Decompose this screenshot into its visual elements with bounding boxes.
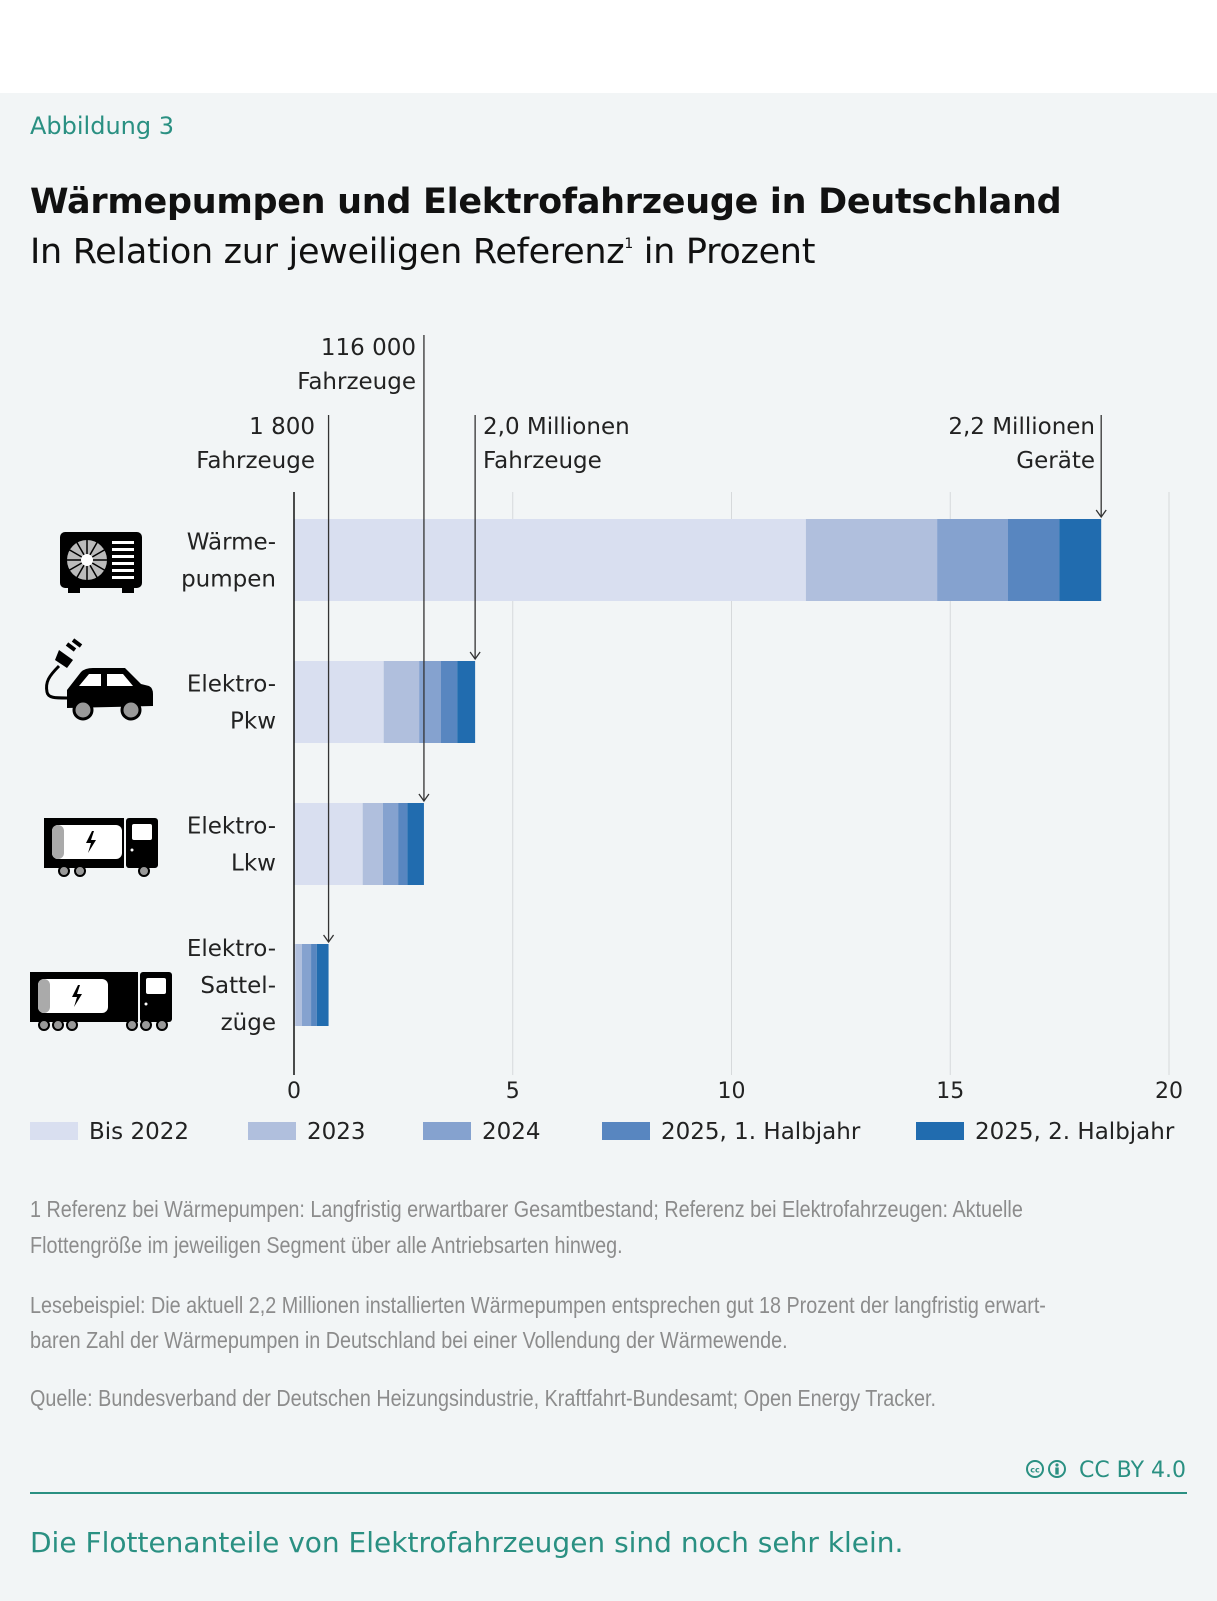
bar-segment — [316, 944, 329, 1026]
bar-segment — [407, 803, 424, 885]
annotation-label: Geräte — [1016, 448, 1095, 474]
x-tick-label: 15 — [936, 1079, 964, 1104]
annotation-label: Fahrzeuge — [196, 448, 315, 474]
footnote-1-line-2: Flottengröße im jeweiligen Segment über … — [30, 1232, 623, 1258]
chart-subtitle: In Relation zur jeweiligen Referenz1 in … — [30, 232, 816, 272]
category-label: Wärme- — [187, 530, 276, 556]
bar-segment — [805, 519, 938, 601]
figure-panel — [0, 93, 1217, 1601]
arrow-down-icon — [469, 651, 481, 661]
legend-label: 2025, 2. Halbjahr — [975, 1119, 1175, 1145]
subtitle-text: In Relation zur jeweiligen Referenz — [30, 232, 625, 272]
category-label: Lkw — [231, 851, 276, 877]
electric-semi-truck-icon — [30, 972, 172, 1031]
x-tick-label: 5 — [506, 1079, 520, 1104]
category-label: Sattel- — [200, 973, 276, 999]
bar-segment — [441, 661, 458, 743]
x-tick-label: 10 — [718, 1079, 746, 1104]
category-label: züge — [221, 1010, 276, 1036]
legend-label: 2023 — [307, 1119, 366, 1145]
legend-swatch — [248, 1122, 296, 1140]
figure-label: Abbildung 3 — [30, 112, 175, 140]
annotation-label: 116 000 — [321, 335, 416, 361]
category-label: Elektro- — [187, 672, 276, 698]
legend-label: 2025, 1. Halbjahr — [661, 1119, 861, 1145]
reading-example-line-2: baren Zahl der Wärmepumpen in Deutschlan… — [30, 1327, 788, 1353]
x-tick-label: 20 — [1155, 1079, 1183, 1104]
bar-segment — [301, 944, 312, 1026]
legend-swatch — [423, 1122, 471, 1140]
bar-segment — [1008, 519, 1060, 601]
takeaway-text: Die Flottenanteile von Elektrofahrzeugen… — [30, 1526, 904, 1559]
bar-segment — [362, 803, 383, 885]
bar-segment — [457, 661, 476, 743]
category-label: pumpen — [181, 567, 276, 593]
bar-segment — [295, 944, 302, 1026]
annotation-label: Fahrzeuge — [297, 369, 416, 395]
bar-segment — [294, 661, 384, 743]
bar-segment — [294, 519, 806, 601]
reading-example-line-1: Lesebeispiel: Die aktuell 2,2 Millionen … — [30, 1292, 1046, 1318]
annotation-label: Fahrzeuge — [483, 448, 602, 474]
heat-pump-icon — [60, 532, 142, 593]
legend-swatch — [602, 1122, 650, 1140]
bar-segment — [311, 944, 317, 1026]
chart-title: Wärmepumpen und Elektrofahrzeuge in Deut… — [30, 182, 1062, 222]
bar-segment — [1059, 519, 1102, 601]
footnote-mark: 1 — [624, 236, 633, 252]
license: cc CC BY 4.0 — [1025, 1458, 1186, 1483]
svg-text:cc: cc — [1030, 1466, 1040, 1475]
arrow-down-icon — [323, 934, 335, 944]
arrow-down-icon — [1095, 509, 1107, 519]
annotation-label: 1 800 — [249, 414, 315, 440]
license-text: CC BY 4.0 — [1078, 1458, 1186, 1483]
legend-label: Bis 2022 — [89, 1119, 189, 1145]
chart: 0 5 10 15 20 Wärme-pumpen Elektro- Pkw Elektro- L… — [30, 335, 1183, 1145]
legend-swatch — [916, 1122, 964, 1140]
x-tick-label: 0 — [287, 1079, 301, 1104]
cc-by-icon: cc — [1025, 1460, 1066, 1478]
footnote-1-line-1: 1 Referenz bei Wärmepumpen: Langfristig … — [30, 1196, 1023, 1222]
electric-car-icon — [45, 638, 153, 721]
bar-segment — [937, 519, 1008, 601]
annotation-label: 2,0 Millionen — [483, 414, 630, 440]
category-label: Pkw — [230, 709, 276, 735]
legend-swatch — [30, 1122, 78, 1140]
bar-segment — [419, 661, 441, 743]
category-label: Elektro- — [187, 936, 276, 962]
electric-truck-icon — [44, 818, 158, 877]
annotation-label: 2,2 Millionen — [948, 414, 1095, 440]
arrow-down-icon — [418, 793, 430, 803]
source-note: Quelle: Bundesverband der Deutschen Heiz… — [30, 1385, 936, 1411]
bar-segment — [383, 661, 420, 743]
bar-segment — [382, 803, 399, 885]
category-label: Elektro- — [187, 814, 276, 840]
bar-segment — [398, 803, 408, 885]
divider — [30, 1492, 1187, 1494]
legend-label: 2024 — [482, 1119, 541, 1145]
